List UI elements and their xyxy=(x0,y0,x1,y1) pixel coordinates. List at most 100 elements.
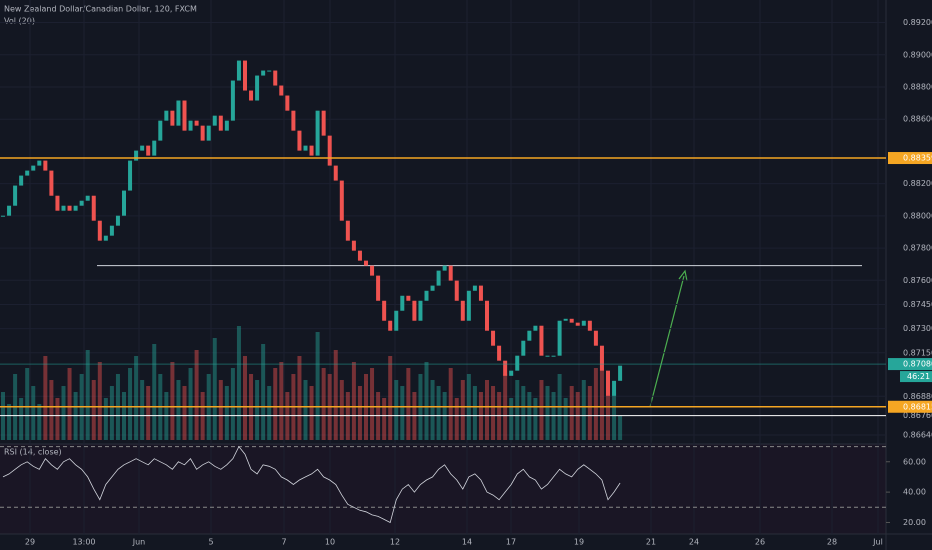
rsi-pane xyxy=(0,444,886,534)
candle-body xyxy=(587,320,592,331)
candle-body xyxy=(618,365,623,381)
volume-bar xyxy=(321,368,326,440)
candle-body xyxy=(67,205,72,211)
volume-bar xyxy=(19,398,24,440)
candle-body xyxy=(533,325,538,331)
candle-body xyxy=(128,160,133,191)
candle-body xyxy=(606,370,610,396)
volume-bar xyxy=(485,380,489,440)
rsi-tick-label: 20.00 xyxy=(903,518,926,527)
volume-bar xyxy=(509,398,514,440)
volume-bar xyxy=(91,380,96,440)
candle-body xyxy=(1,215,5,217)
x-tick-label: 12 xyxy=(390,538,400,547)
candle-body xyxy=(218,115,223,131)
candle-body xyxy=(230,80,235,121)
candle-body xyxy=(85,195,90,201)
volume-bar xyxy=(533,398,538,440)
volume-bar xyxy=(460,380,465,440)
candle-body xyxy=(569,318,574,323)
volume-bar xyxy=(382,398,387,440)
candle-body xyxy=(436,270,441,286)
volume-bar xyxy=(267,386,272,440)
candle-body xyxy=(134,150,139,161)
candle-body xyxy=(527,330,532,341)
volume-bar xyxy=(261,344,266,440)
volume-bar xyxy=(563,398,568,440)
candle-body xyxy=(424,290,429,301)
volume-bar xyxy=(97,362,102,440)
candle-body xyxy=(575,322,580,326)
candle-body xyxy=(285,95,290,111)
candle-body xyxy=(539,325,544,356)
candle-body xyxy=(478,285,483,301)
candle-body xyxy=(454,280,459,301)
candle-body xyxy=(164,110,169,121)
level-label: 0.87080 xyxy=(903,360,932,369)
volume-bar xyxy=(406,368,411,440)
candle-body xyxy=(7,205,12,216)
candle-body xyxy=(255,75,260,101)
volume-bar xyxy=(194,350,199,440)
candle-body xyxy=(122,190,126,216)
volume-bar xyxy=(25,368,30,440)
candle-body xyxy=(73,205,78,211)
y-tick-label: 0.86640 xyxy=(903,430,932,439)
candle-body xyxy=(521,340,526,356)
volume-bar xyxy=(618,416,623,440)
level-label-bg xyxy=(888,358,932,371)
candle-body xyxy=(140,145,145,151)
volume-bar xyxy=(218,380,223,440)
candle-body xyxy=(321,110,326,136)
volume-bar xyxy=(569,386,574,440)
candle-body xyxy=(339,180,344,221)
candle-body xyxy=(79,200,84,206)
x-tick-label: 26 xyxy=(755,538,765,547)
candle-body xyxy=(170,110,175,126)
candle-body xyxy=(599,345,604,371)
volume-bar xyxy=(61,386,66,440)
rsi-tick-label: 40.00 xyxy=(903,488,926,497)
candle-body xyxy=(448,265,453,281)
candle-body xyxy=(430,285,435,291)
x-tick-label: 7 xyxy=(281,538,286,547)
volume-bar xyxy=(255,380,260,440)
volume-bar xyxy=(315,332,320,440)
volume-bar xyxy=(236,326,241,440)
candle-body xyxy=(557,320,562,356)
candle-body xyxy=(394,310,399,331)
candle-body xyxy=(61,205,66,211)
candle-body xyxy=(406,295,411,301)
volume-bar xyxy=(472,386,477,440)
candle-body xyxy=(206,125,211,141)
volume-bar xyxy=(67,368,72,440)
candle-body xyxy=(376,275,381,301)
candle-body xyxy=(460,300,465,321)
candle-body xyxy=(176,100,181,126)
candle-body xyxy=(309,145,314,156)
arrow xyxy=(649,275,685,408)
x-tick-label: 28 xyxy=(827,538,837,547)
volume-bar xyxy=(212,338,217,440)
volume-bar xyxy=(424,362,429,440)
candle-body xyxy=(364,260,368,266)
volume-bar xyxy=(309,386,314,440)
volume-bar xyxy=(176,380,181,440)
candle-body xyxy=(13,185,18,206)
volume-bar xyxy=(55,398,60,440)
chart-title: New Zealand Dollar/Canadian Dollar, 120,… xyxy=(4,5,197,14)
volume-bar xyxy=(43,356,48,440)
candle-body xyxy=(357,250,362,261)
x-tick-label: 17 xyxy=(506,538,516,547)
countdown-bg xyxy=(900,371,932,383)
x-tick-label: 5 xyxy=(208,538,213,547)
level-label: 0.88359 xyxy=(903,154,932,163)
volume-bar xyxy=(152,344,157,440)
candle-body xyxy=(279,85,284,96)
